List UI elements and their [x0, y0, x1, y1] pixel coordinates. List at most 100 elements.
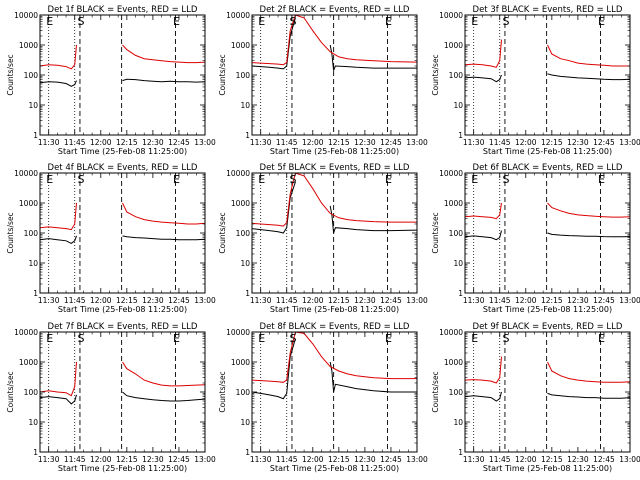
series-lld-line: [465, 39, 630, 68]
x-tick-label: 11:45: [489, 138, 511, 147]
x-tick-label: 12:15: [116, 296, 138, 305]
y-tick-label: 1: [458, 289, 463, 298]
x-tick-label: 12:45: [168, 296, 190, 305]
marker-letter: E: [598, 15, 605, 28]
x-tick-label: 11:45: [489, 296, 511, 305]
x-tick-label: 13:00: [619, 296, 640, 305]
marker-letter: E: [173, 173, 180, 186]
series-lld-line: [465, 202, 630, 220]
x-tick-label: 13:00: [619, 138, 640, 147]
y-tick-label: 1: [458, 448, 463, 457]
x-tick-label: 11:30: [463, 455, 485, 464]
x-tick-label: 11:30: [463, 296, 485, 305]
x-tick-label: 12:30: [354, 296, 376, 305]
y-tick-label: 1000: [444, 358, 463, 367]
x-tick-label: 13:00: [619, 455, 640, 464]
marker-letter: E: [471, 173, 478, 186]
y-tick-label: 1: [245, 131, 250, 140]
y-tick-label: 100: [24, 71, 39, 80]
x-tick-label: 12:15: [541, 296, 563, 305]
marker-letter: S: [289, 15, 296, 28]
x-tick-label: 12:45: [168, 455, 190, 464]
x-tick-label: 12:15: [328, 455, 350, 464]
y-tick-label: 10: [240, 418, 250, 427]
y-axis-label: Counts/sec: [218, 371, 227, 412]
series-events-line: [465, 73, 630, 83]
x-tick-label: 12:15: [328, 138, 350, 147]
y-tick-label: 1: [458, 131, 463, 140]
x-tick-label: 12:45: [380, 138, 402, 147]
series-lld-line: [40, 361, 205, 397]
x-tick-label: 11:30: [463, 138, 485, 147]
plot-frame: [464, 14, 631, 136]
y-axis-label: Counts/sec: [6, 212, 15, 253]
y-axis-label: Counts/sec: [218, 212, 227, 253]
plot-area: [252, 15, 417, 135]
x-tick-label: 12:30: [142, 138, 164, 147]
y-tick-label: 100: [236, 388, 251, 397]
y-tick-label: 10000: [226, 169, 250, 178]
marker-letter: E: [471, 332, 478, 345]
chart-title: Det 7f BLACK = Events, RED = LLD: [48, 322, 198, 332]
marker-letter: E: [258, 173, 265, 186]
y-tick-label: 10000: [439, 169, 463, 178]
y-tick-label: 1000: [231, 41, 250, 50]
chart-title: Det 6f BLACK = Events, RED = LLD: [473, 163, 623, 173]
y-tick-label: 100: [24, 229, 39, 238]
marker-letter: E: [598, 173, 605, 186]
y-tick-label: 10: [453, 259, 463, 268]
x-tick-label: 12:30: [142, 296, 164, 305]
x-tick-label: 12:00: [302, 138, 324, 147]
series-events-line: [40, 78, 205, 87]
marker-letter: E: [173, 332, 180, 345]
x-axis-label: Start Time (25-Feb-08 11:25:00): [483, 464, 612, 473]
x-tick-label: 12:15: [541, 138, 563, 147]
marker-letter: E: [173, 15, 180, 28]
y-tick-label: 10000: [14, 328, 38, 337]
chart-title: Det 5f BLACK = Events, RED = LLD: [260, 163, 410, 173]
x-tick-label: 12:45: [593, 138, 615, 147]
x-tick-label: 12:15: [116, 138, 138, 147]
chart-title: Det 2f BLACK = Events, RED = LLD: [260, 5, 410, 15]
x-axis-label: Start Time (25-Feb-08 11:25:00): [270, 305, 399, 314]
marker-letter: E: [385, 332, 392, 345]
x-axis-label: Start Time (25-Feb-08 11:25:00): [483, 305, 612, 314]
series-events-line: [40, 391, 205, 405]
x-tick-label: 12:30: [354, 455, 376, 464]
plot-area: [40, 15, 205, 135]
marker-letter: E: [46, 332, 53, 345]
plot-area: [40, 332, 205, 452]
x-axis-label: Start Time (25-Feb-08 11:25:00): [270, 464, 399, 473]
series-events-line: [252, 338, 417, 400]
marker-letter: E: [258, 332, 265, 345]
y-axis-label: Counts/sec: [218, 54, 227, 95]
y-tick-label: 1000: [19, 41, 38, 50]
chart-title: Det 4f BLACK = Events, RED = LLD: [48, 163, 198, 173]
x-axis-label: Start Time (25-Feb-08 11:25:00): [58, 305, 187, 314]
x-tick-label: 13:00: [194, 138, 216, 147]
x-tick-label: 11:30: [38, 455, 60, 464]
x-tick-label: 12:45: [380, 455, 402, 464]
x-tick-label: 11:45: [64, 296, 86, 305]
y-tick-label: 100: [24, 388, 39, 397]
x-tick-label: 12:45: [168, 138, 190, 147]
x-tick-label: 12:30: [567, 296, 589, 305]
series-lld-line: [465, 356, 630, 384]
marker-letter: S: [77, 173, 84, 186]
x-tick-label: 13:00: [406, 296, 428, 305]
plot-frame: [39, 172, 206, 294]
y-tick-label: 10000: [226, 11, 250, 20]
chart-title: Det 3f BLACK = Events, RED = LLD: [473, 5, 623, 15]
x-tick-label: 11:45: [276, 138, 298, 147]
x-tick-label: 12:30: [567, 138, 589, 147]
y-tick-label: 10000: [14, 11, 38, 20]
x-tick-label: 12:00: [90, 138, 112, 147]
chart-title: Det 9f BLACK = Events, RED = LLD: [473, 322, 623, 332]
marker-letter: S: [289, 332, 296, 345]
y-tick-label: 1: [33, 289, 38, 298]
marker-letter: E: [46, 173, 53, 186]
x-tick-label: 12:45: [380, 296, 402, 305]
